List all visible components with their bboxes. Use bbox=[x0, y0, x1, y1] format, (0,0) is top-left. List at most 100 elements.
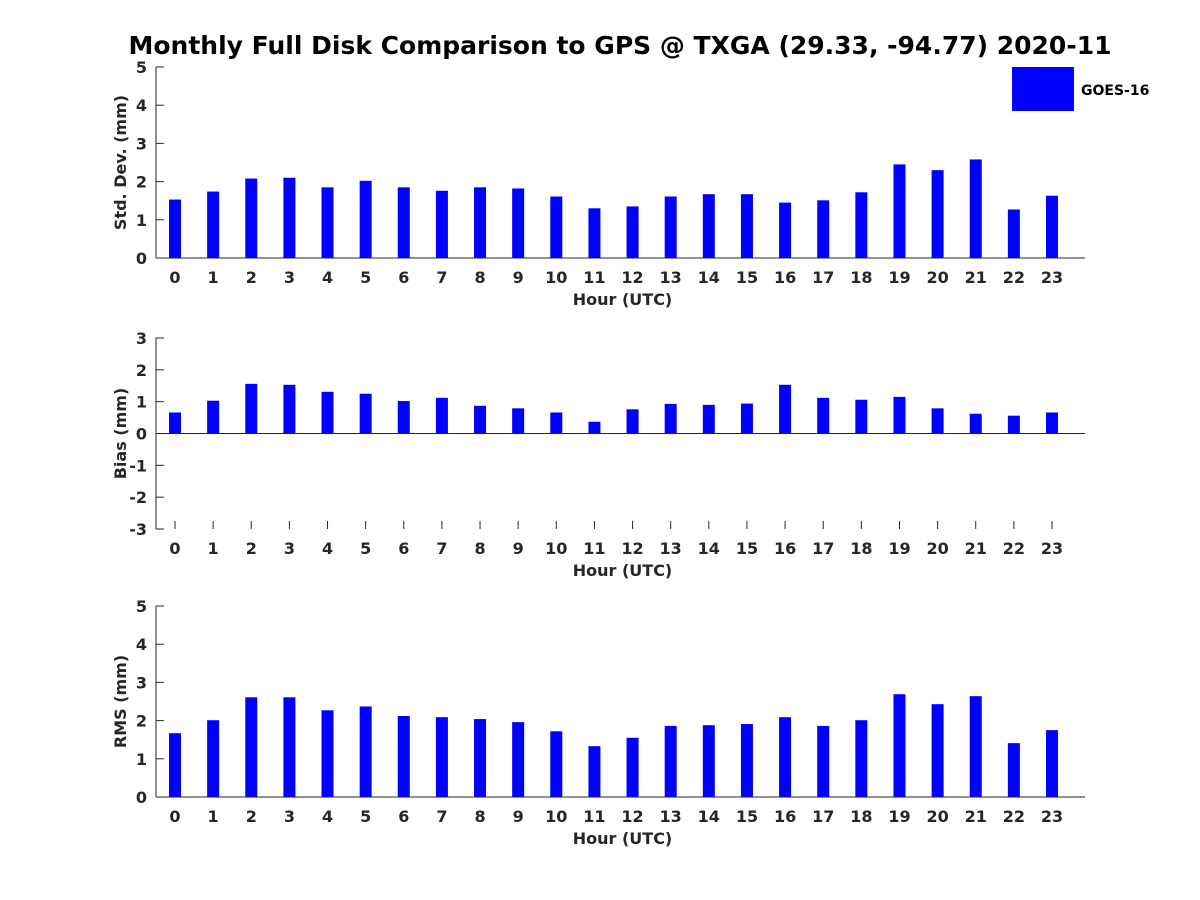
bar-hour-11 bbox=[588, 746, 601, 797]
x-tick-label: 3 bbox=[284, 268, 295, 287]
bar-hour-13 bbox=[664, 725, 677, 797]
x-tick-label: 6 bbox=[398, 268, 409, 287]
y-axis-label: Std. Dev. (mm) bbox=[111, 95, 130, 230]
x-tick-label: 15 bbox=[736, 807, 758, 826]
y-tick-label: 3 bbox=[136, 134, 147, 153]
x-tick-label: 10 bbox=[545, 807, 567, 826]
bar-hour-19 bbox=[893, 694, 906, 797]
x-tick-label: 7 bbox=[436, 268, 447, 287]
bar-hour-0 bbox=[169, 199, 181, 258]
x-tick-label: 16 bbox=[774, 539, 796, 558]
bar-hour-12 bbox=[626, 206, 639, 258]
y-axis-label: RMS (mm) bbox=[111, 655, 130, 748]
bar-hour-19 bbox=[893, 396, 906, 434]
bar-hour-13 bbox=[664, 196, 677, 258]
x-tick-label: 17 bbox=[812, 539, 834, 558]
bar-hour-22 bbox=[1007, 743, 1020, 797]
x-tick-label: 17 bbox=[812, 807, 834, 826]
bar-hour-7 bbox=[435, 190, 448, 258]
bar-hour-16 bbox=[779, 384, 792, 434]
bar-hour-23 bbox=[1045, 412, 1058, 434]
bar-hour-3 bbox=[283, 697, 296, 797]
bar-hour-10 bbox=[550, 731, 563, 797]
x-tick-label: 0 bbox=[169, 268, 180, 287]
x-axis-label: Hour (UTC) bbox=[573, 561, 673, 580]
x-tick-label: 21 bbox=[965, 539, 987, 558]
bar-hour-12 bbox=[626, 409, 639, 434]
bar-hour-9 bbox=[512, 722, 525, 797]
x-tick-label: 13 bbox=[660, 807, 682, 826]
bar-hour-14 bbox=[702, 725, 715, 797]
chart-title: Monthly Full Disk Comparison to GPS @ TX… bbox=[129, 31, 1112, 60]
bar-hour-7 bbox=[435, 397, 448, 434]
bar-hour-4 bbox=[321, 391, 334, 434]
bar-hour-11 bbox=[588, 208, 601, 258]
bar-hour-14 bbox=[702, 404, 715, 434]
x-tick-label: 11 bbox=[583, 539, 605, 558]
x-tick-label: 8 bbox=[474, 268, 485, 287]
x-tick-label: 14 bbox=[698, 539, 720, 558]
bar-hour-5 bbox=[359, 393, 372, 434]
bar-hour-20 bbox=[931, 408, 944, 434]
bar-hour-9 bbox=[512, 408, 525, 434]
y-tick-label: 4 bbox=[136, 96, 147, 115]
bar-hour-6 bbox=[397, 187, 410, 258]
legend-label: GOES-16 bbox=[1081, 83, 1149, 99]
bar-hour-18 bbox=[855, 399, 868, 434]
bar-hour-17 bbox=[817, 200, 830, 258]
x-tick-label: 23 bbox=[1041, 268, 1063, 287]
x-tick-label: 2 bbox=[246, 807, 257, 826]
x-tick-label: 16 bbox=[774, 268, 796, 287]
x-tick-label: 12 bbox=[621, 807, 643, 826]
y-tick-label: 3 bbox=[136, 329, 147, 348]
x-tick-label: 15 bbox=[736, 539, 758, 558]
x-tick-label: 7 bbox=[436, 539, 447, 558]
bar-hour-15 bbox=[740, 403, 753, 434]
bar-hour-23 bbox=[1045, 730, 1058, 797]
x-tick-label: 9 bbox=[513, 268, 524, 287]
bar-hour-10 bbox=[550, 412, 563, 434]
bar-hour-21 bbox=[969, 696, 982, 797]
y-tick-label: 2 bbox=[136, 361, 147, 380]
bar-hour-0 bbox=[169, 733, 181, 797]
x-tick-label: 11 bbox=[583, 268, 605, 287]
x-tick-label: 23 bbox=[1041, 807, 1063, 826]
x-tick-label: 12 bbox=[621, 539, 643, 558]
bar-hour-10 bbox=[550, 196, 563, 258]
x-tick-label: 20 bbox=[926, 807, 948, 826]
bar-hour-21 bbox=[969, 159, 982, 258]
x-tick-label: 17 bbox=[812, 268, 834, 287]
bar-hour-2 bbox=[245, 383, 258, 434]
x-tick-label: 21 bbox=[965, 268, 987, 287]
x-tick-label: 5 bbox=[360, 268, 371, 287]
y-tick-label: 1 bbox=[136, 750, 147, 769]
bar-hour-2 bbox=[245, 178, 258, 258]
y-tick-label: -3 bbox=[129, 520, 147, 539]
bar-hour-1 bbox=[207, 191, 220, 258]
x-tick-label: 1 bbox=[208, 268, 219, 287]
bar-hour-20 bbox=[931, 170, 944, 258]
x-tick-label: 5 bbox=[360, 539, 371, 558]
x-tick-label: 2 bbox=[246, 268, 257, 287]
bar-hour-5 bbox=[359, 180, 372, 258]
bar-hour-4 bbox=[321, 710, 334, 797]
y-tick-label: 0 bbox=[136, 249, 147, 268]
bar-hour-4 bbox=[321, 187, 334, 258]
x-axis-label: Hour (UTC) bbox=[573, 290, 673, 309]
bar-hour-23 bbox=[1045, 195, 1058, 258]
x-tick-label: 18 bbox=[850, 807, 872, 826]
bar-hour-9 bbox=[512, 188, 525, 258]
bar-hour-12 bbox=[626, 737, 639, 797]
x-tick-label: 14 bbox=[698, 268, 720, 287]
x-tick-label: 22 bbox=[1003, 539, 1025, 558]
bar-hour-2 bbox=[245, 697, 258, 797]
x-tick-label: 4 bbox=[322, 539, 333, 558]
x-tick-label: 6 bbox=[398, 539, 409, 558]
y-tick-label: 2 bbox=[136, 173, 147, 192]
x-tick-label: 7 bbox=[436, 807, 447, 826]
